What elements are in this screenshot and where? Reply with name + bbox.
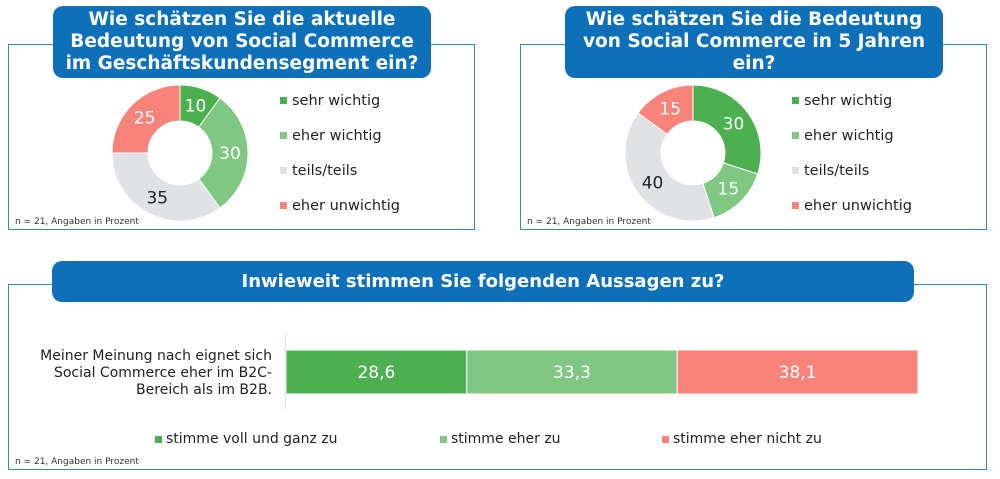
title-line: Wie schätzen Sie die Bedeutung (585, 9, 923, 30)
legend-label: eher wichtig (292, 127, 382, 144)
data-label-eher-unwichtig: 15 (659, 99, 681, 119)
donut-chart-current: 10 30 35 25 (111, 84, 249, 222)
data-label-sehr-wichtig: 30 (723, 115, 745, 135)
title-line: von Social Commerce in 5 Jahren (582, 31, 926, 52)
donut-slice-eher-wichtig (198, 97, 249, 209)
legend-current: sehr wichtig eher wichtig teils/teils eher … (280, 83, 400, 223)
legend-item-teils-teils: teils/teils (280, 153, 400, 188)
legend-label: eher unwichtig (292, 197, 400, 214)
title-line: Wie schätzen Sie die aktuelle (88, 9, 396, 30)
legend-swatch (792, 202, 799, 209)
footnote: n = 21, Angaben in Prozent (15, 457, 139, 467)
legend-swatch (155, 435, 162, 443)
chart-title-current-importance: Wie schätzen Sie die aktuelle Bedeutung … (53, 6, 431, 78)
statement-line: Bereich als im B2B. (136, 382, 272, 398)
title-line: Bedeutung von Social Commerce (70, 31, 414, 52)
bar-segment-stimme-eher-nicht-zu (676, 349, 919, 395)
data-label-eher-wichtig: 15 (718, 179, 740, 199)
legend-label: teils/teils (292, 162, 358, 179)
data-label-teils-teils: 40 (642, 173, 664, 193)
bar-segment-stimme-eher-zu (466, 349, 678, 395)
donut-slice-eher-unwichtig (111, 84, 181, 154)
donut-slice-eher-unwichtig (637, 84, 694, 135)
legend-label: sehr wichtig (804, 92, 893, 109)
title-text: Inwieweit stimmen Sie folgenden Aussagen… (241, 271, 725, 292)
donut-slice-teils-teils (111, 152, 221, 222)
stacked-bar-chart: 28,6 33,3 38,1 (286, 349, 919, 395)
statement-line: Social Commerce eher im B2C- (53, 365, 272, 381)
data-label-sehr-wichtig: 10 (185, 96, 207, 116)
donut-slice-sehr-wichtig (692, 84, 762, 175)
legend-label: stimme voll und ganz zu (166, 431, 338, 447)
legend-swatch (440, 435, 447, 443)
statement-line: Meiner Meinung nach eignet sich (40, 348, 272, 364)
legend-swatch (792, 97, 799, 104)
statement-label: Meiner Meinung nach eignet sich Social C… (20, 348, 272, 399)
legend-label: eher unwichtig (804, 197, 912, 214)
legend-swatch (280, 97, 287, 104)
legend-item-eher-wichtig: eher wichtig (792, 118, 912, 153)
donut-slice-teils-teils (624, 112, 715, 222)
legend-swatch (662, 435, 669, 443)
legend-label: stimme eher nicht zu (673, 431, 822, 447)
legend-item-stimme-eher-zu: stimme eher zu (440, 431, 561, 447)
bar-label-stimme-eher-zu: 33,3 (553, 363, 591, 383)
legend-swatch (792, 132, 799, 139)
legend-label: teils/teils (804, 162, 870, 179)
legend-future: sehr wichtig eher wichtig teils/teils eher … (792, 83, 912, 223)
legend-label: sehr wichtig (292, 92, 381, 109)
legend-item-eher-wichtig: eher wichtig (280, 118, 400, 153)
legend-label: eher wichtig (804, 127, 894, 144)
legend-item-stimme-voll-und-ganz-zu: stimme voll und ganz zu (155, 431, 338, 447)
legend-swatch (280, 202, 287, 209)
data-label-teils-teils: 35 (146, 189, 168, 209)
legend-item-stimme-eher-nicht-zu: stimme eher nicht zu (662, 431, 822, 447)
data-label-eher-unwichtig: 25 (134, 109, 156, 129)
bar-label-stimme-voll-und-ganz-zu: 28,6 (357, 363, 395, 383)
bar-segment-stimme-voll-und-ganz-zu (286, 349, 468, 395)
title-line: im Geschäftskundensegment ein? (65, 53, 419, 74)
legend-item-sehr-wichtig: sehr wichtig (792, 83, 912, 118)
title-line: ein? (732, 53, 776, 74)
legend-swatch (280, 132, 287, 139)
data-label-eher-wichtig: 30 (219, 144, 241, 164)
legend-label: stimme eher zu (451, 431, 561, 447)
legend-swatch (792, 167, 799, 174)
legend-item-teils-teils: teils/teils (792, 153, 912, 188)
legend-item-eher-unwichtig: eher unwichtig (280, 188, 400, 223)
legend-item-sehr-wichtig: sehr wichtig (280, 83, 400, 118)
bar-label-stimme-eher-nicht-zu: 38,1 (779, 363, 817, 383)
footnote: n = 21, Angaben in Prozent (15, 217, 139, 227)
chart-title-statements: Inwieweit stimmen Sie folgenden Aussagen… (52, 261, 914, 302)
footnote: n = 21, Angaben in Prozent (527, 217, 651, 227)
legend-item-eher-unwichtig: eher unwichtig (792, 188, 912, 223)
legend-swatch (280, 167, 287, 174)
chart-title-future-importance: Wie schätzen Sie die Bedeutung von Socia… (565, 6, 943, 78)
donut-chart-future: 30 15 40 15 (624, 84, 762, 222)
